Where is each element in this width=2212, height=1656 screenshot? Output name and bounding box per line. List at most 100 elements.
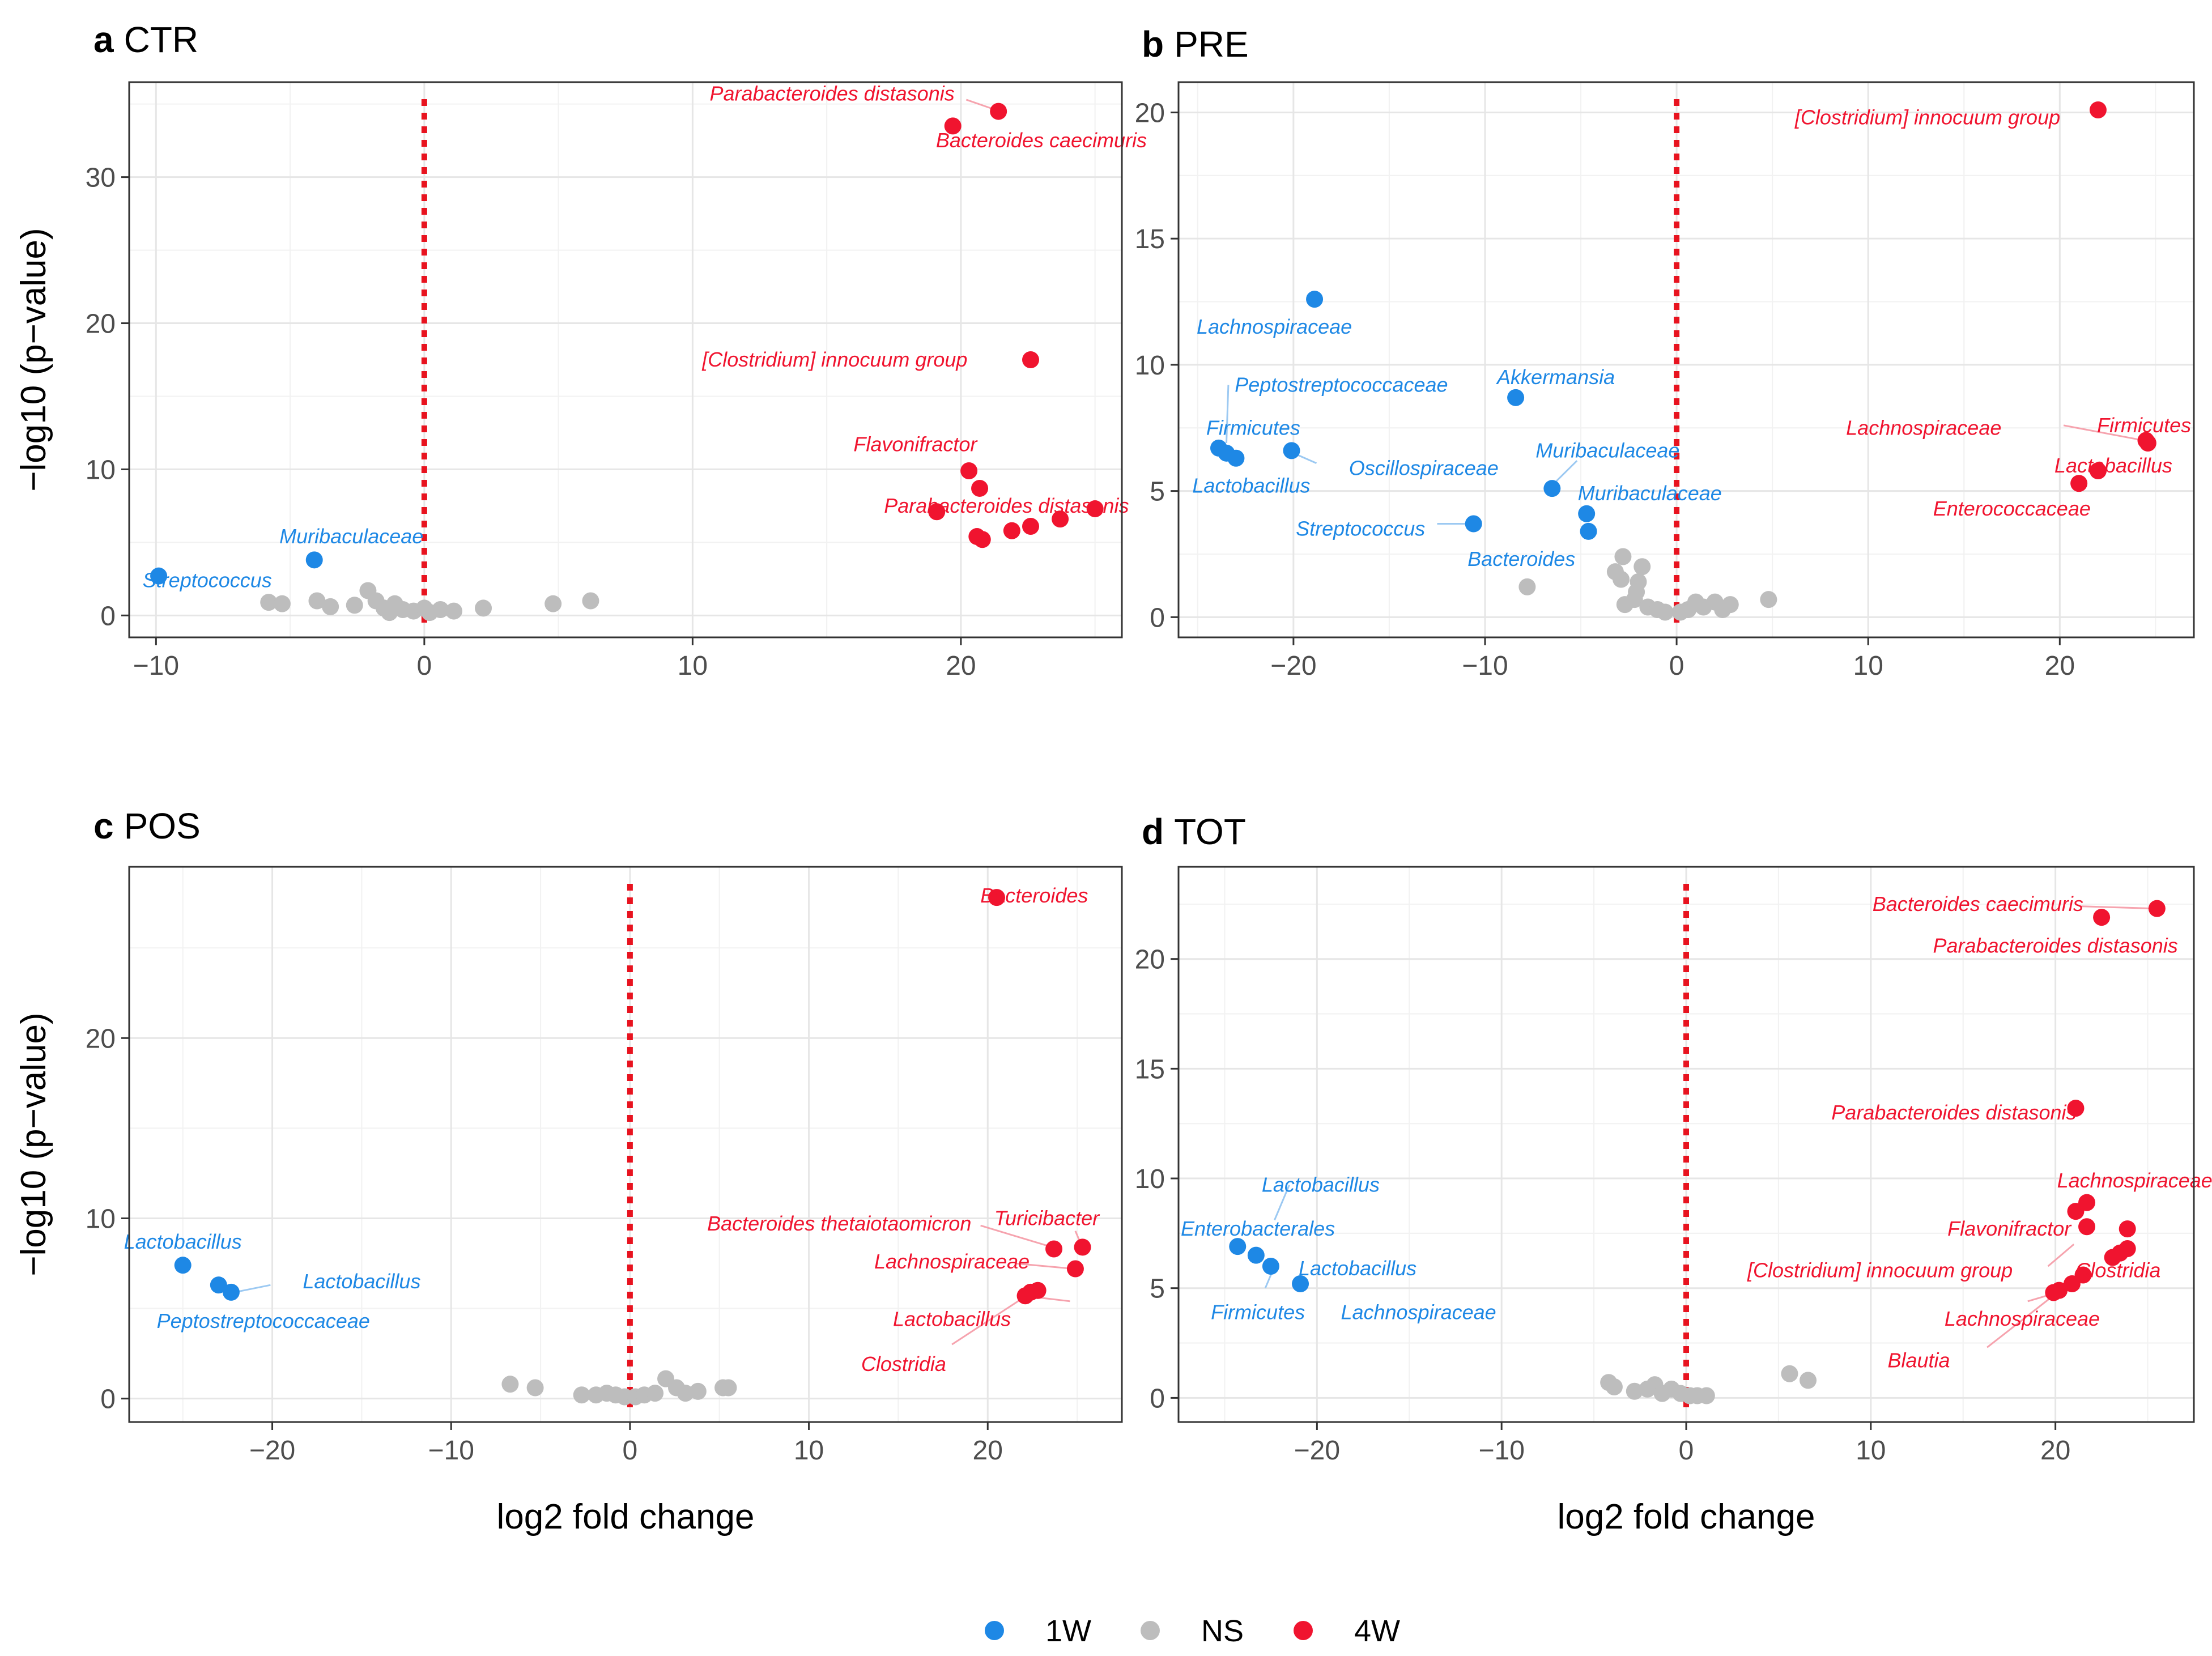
x-axis-title: log2 fold change bbox=[1557, 1497, 1815, 1536]
panel-letter: b bbox=[1142, 24, 1164, 65]
x-axis-title: log2 fold change bbox=[496, 1497, 754, 1536]
point-ns bbox=[273, 595, 291, 612]
point-label: Muribaculaceae bbox=[279, 525, 423, 548]
x-tick-label: 10 bbox=[1856, 1436, 1886, 1466]
x-tick-label: 10 bbox=[678, 651, 708, 681]
point-label: Lachnospiraceae bbox=[1341, 1300, 1496, 1323]
panel-a-ctr: −10 0 10 20 0 10 20 30 Streptococcus Muribaculace… bbox=[14, 19, 1147, 681]
label-connector bbox=[1274, 1185, 1290, 1221]
point-label: Bacteroides bbox=[980, 884, 1088, 907]
point-ns bbox=[1518, 578, 1536, 595]
point-label: Firmicutes bbox=[1206, 416, 1300, 439]
point-4w bbox=[2119, 1220, 2136, 1238]
point-label: [Clostridium] innocuum group bbox=[1794, 105, 2060, 129]
point-4w bbox=[2067, 1203, 2085, 1220]
point-4w bbox=[1022, 351, 1040, 368]
label-connector bbox=[234, 1284, 271, 1293]
point-label: Clostridia bbox=[861, 1352, 946, 1376]
point-4w bbox=[2078, 1218, 2096, 1236]
y-tick-label: 20 bbox=[1135, 98, 1165, 128]
legend: 1W NS 4W bbox=[985, 1614, 1400, 1648]
legend-label-ns: NS bbox=[1201, 1614, 1244, 1648]
point-label: Bacteroides caecimuris bbox=[1873, 892, 2083, 916]
point-label: Bacteroides bbox=[1467, 547, 1575, 571]
point-1w bbox=[1507, 389, 1525, 406]
x-tick-label: −20 bbox=[1294, 1436, 1340, 1466]
plot-background bbox=[129, 82, 1122, 637]
point-1w bbox=[1227, 449, 1245, 467]
plot-border bbox=[128, 866, 1123, 1423]
x-tick-label: 20 bbox=[973, 1436, 1003, 1466]
point-1w bbox=[1247, 1246, 1265, 1264]
point-ns bbox=[415, 599, 433, 617]
point-label: Flavonifractor bbox=[1947, 1217, 2072, 1240]
point-label: Akkermansia bbox=[1496, 365, 1615, 389]
panel-title: d TOT bbox=[1142, 811, 1246, 852]
legend-label-1w: 1W bbox=[1045, 1614, 1091, 1648]
point-label: Streptococcus bbox=[143, 568, 272, 591]
label-connector bbox=[1014, 1262, 1074, 1270]
point-label: Lachnospiraceae bbox=[1846, 416, 2001, 439]
point-label: Bacteroides caecimuris bbox=[936, 129, 1147, 152]
point-label: Streptococcus bbox=[1296, 517, 1425, 540]
point-ns bbox=[501, 1376, 519, 1393]
point-4w bbox=[2067, 1100, 2085, 1117]
y-tick-label: 0 bbox=[1150, 603, 1165, 633]
y-tick-label: 10 bbox=[1135, 351, 1165, 381]
label-connector bbox=[1226, 385, 1230, 444]
y-tick-label: 10 bbox=[1135, 1164, 1165, 1194]
x-tick-label: 10 bbox=[794, 1436, 824, 1466]
point-1w bbox=[222, 1283, 240, 1301]
point-ns bbox=[1626, 591, 1643, 608]
x-tick-label: 20 bbox=[2040, 1436, 2070, 1466]
x-tick-label: −10 bbox=[133, 651, 179, 681]
point-label: Lactobacillus bbox=[1299, 1257, 1416, 1280]
x-tick-label: 20 bbox=[946, 651, 976, 681]
point-1w bbox=[1283, 442, 1300, 459]
point-1w bbox=[210, 1276, 227, 1294]
y-tick-label: 20 bbox=[1135, 945, 1165, 975]
point-label: Parabacteroides distasonis bbox=[1933, 934, 2178, 957]
point-label: Enterobacterales bbox=[1181, 1217, 1335, 1240]
point-1w bbox=[1306, 291, 1324, 308]
point-ns bbox=[720, 1379, 737, 1397]
point-ns bbox=[573, 1386, 590, 1404]
point-label: Lachnospiraceae bbox=[874, 1250, 1030, 1273]
panel-title: a CTR bbox=[93, 19, 198, 60]
panel-name: PRE bbox=[1174, 24, 1249, 65]
legend-swatch-4w bbox=[1294, 1621, 1313, 1640]
y-axis-title: −log10 (p−value) bbox=[14, 1012, 53, 1276]
point-1w bbox=[1580, 522, 1597, 540]
point-4w bbox=[2070, 475, 2088, 492]
point-1w bbox=[1578, 505, 1596, 522]
x-tick-label: −20 bbox=[249, 1436, 295, 1466]
point-label: Lactobacillus bbox=[893, 1308, 1011, 1331]
x-tick-label: −10 bbox=[1478, 1436, 1524, 1466]
point-label: Oscillospiraceae bbox=[1349, 457, 1499, 480]
point-ns bbox=[445, 602, 462, 620]
point-4w bbox=[1052, 510, 1069, 528]
label-connector bbox=[1986, 1296, 2053, 1348]
point-label: Parabacteroides distasonis bbox=[709, 82, 954, 105]
point-label: [Clostridium] innocuum group bbox=[701, 348, 967, 371]
point-1w bbox=[1262, 1257, 1279, 1275]
point-label: Muribaculaceae bbox=[1578, 482, 1722, 505]
point-4w bbox=[2104, 1249, 2121, 1266]
label-connector bbox=[2047, 1244, 2075, 1267]
point-4w bbox=[1086, 500, 1104, 518]
x-tick-label: −10 bbox=[1462, 651, 1508, 681]
point-ns bbox=[1634, 558, 1651, 576]
point-1w bbox=[305, 551, 323, 569]
plot-border bbox=[1177, 81, 2195, 638]
panel-letter: d bbox=[1142, 811, 1164, 852]
label-connector bbox=[980, 1224, 1053, 1248]
plot-border bbox=[128, 81, 1123, 638]
label-connector bbox=[2063, 424, 2145, 442]
panel-d-tot: −20 −10 0 10 20 0 5 10 15 20 Lactobacillus Enteroba… bbox=[1135, 811, 2212, 1536]
point-ns bbox=[1721, 596, 1739, 614]
point-label: Parabacteroides distasonis bbox=[884, 494, 1129, 517]
point-4w bbox=[928, 503, 946, 521]
panel-letter: c bbox=[93, 806, 114, 846]
point-4w bbox=[1022, 518, 1040, 535]
